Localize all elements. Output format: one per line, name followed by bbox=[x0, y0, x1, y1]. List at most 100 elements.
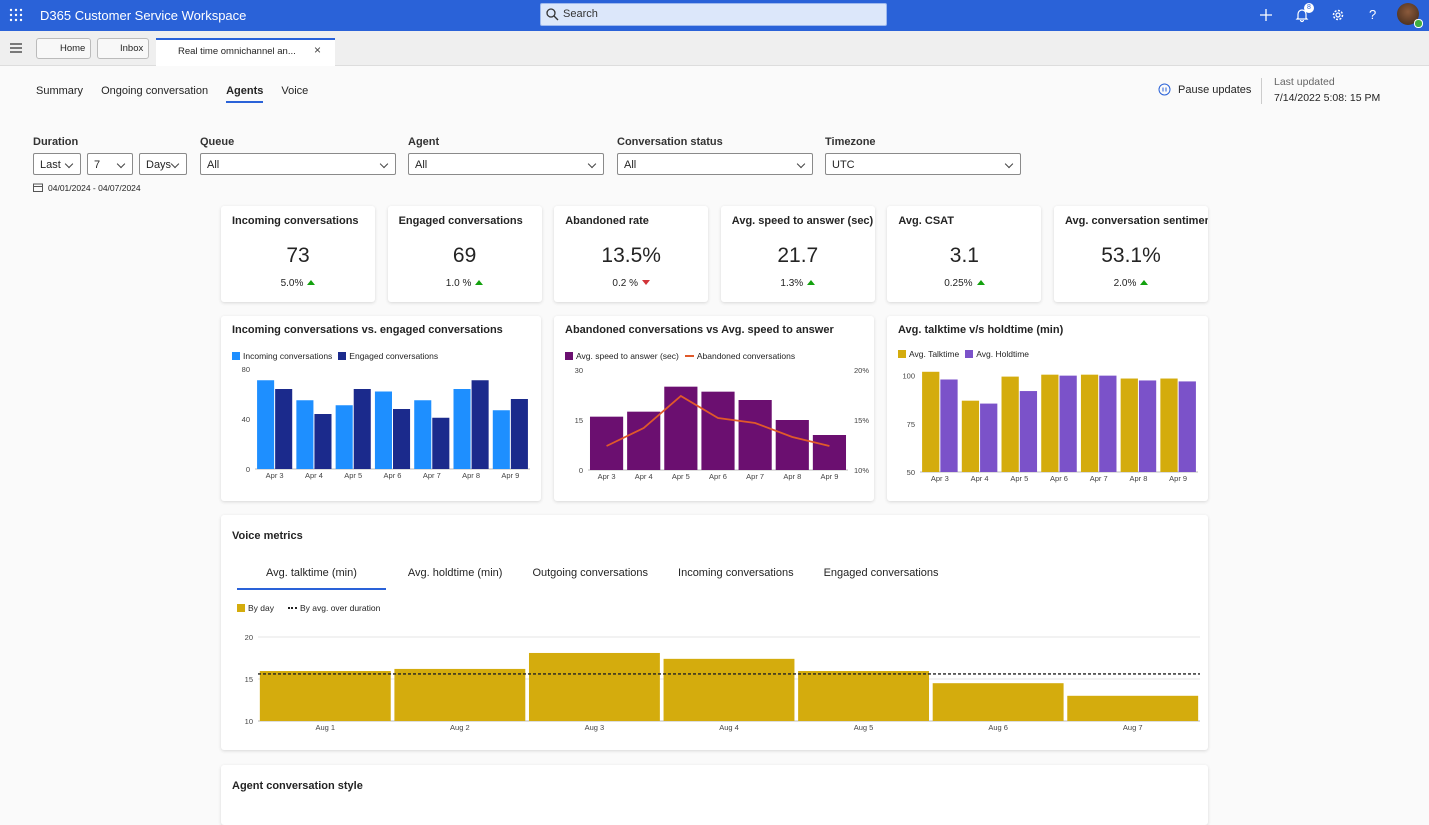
y-tick-label: 0 bbox=[246, 465, 250, 474]
duration-unit[interactable]: Days bbox=[139, 153, 187, 175]
inbox-tab-label: Inbox bbox=[120, 43, 144, 54]
legend-swatch bbox=[684, 355, 694, 357]
y-tick-label: 20 bbox=[245, 633, 253, 642]
legend-swatch bbox=[898, 350, 906, 358]
bar bbox=[627, 411, 661, 470]
legend-swatch bbox=[237, 604, 245, 612]
x-tick-label: Apr 8 bbox=[783, 472, 802, 481]
chart-title: Incoming conversations vs. engaged conve… bbox=[232, 324, 503, 336]
voice-tab[interactable]: Outgoing conversations bbox=[532, 567, 649, 579]
date-range: 04/01/2024 - 04/07/2024 bbox=[48, 183, 141, 193]
x-tick-label: Apr 9 bbox=[820, 472, 839, 481]
bar bbox=[314, 414, 332, 469]
trend-arrow bbox=[475, 279, 484, 285]
legend-label: Avg. Holdtime bbox=[976, 349, 1030, 359]
x-tick-label: Apr 4 bbox=[970, 474, 989, 483]
trend-arrow bbox=[641, 279, 650, 285]
filter-dropdown[interactable]: All bbox=[200, 153, 396, 175]
kpi-change: 0.25% bbox=[944, 278, 973, 289]
bar bbox=[1001, 376, 1019, 472]
pause-button[interactable]: Pause updates bbox=[1178, 84, 1252, 96]
nav-item[interactable]: Ongoing conversation bbox=[101, 85, 209, 97]
active-tab-label: Real time omnichannel an... bbox=[178, 46, 296, 57]
app-launcher[interactable] bbox=[9, 8, 23, 22]
legend-label: Avg. speed to answer (sec) bbox=[576, 351, 679, 361]
legend: Incoming conversations Engaged conversati… bbox=[232, 351, 438, 361]
agent-style-card: Agent conversation style bbox=[221, 765, 1208, 825]
pause-icon bbox=[1158, 83, 1171, 96]
legend-item: Incoming conversations bbox=[232, 351, 332, 361]
home-tab-label: Home bbox=[60, 43, 86, 54]
kpi-change-row: 5.0% bbox=[221, 278, 375, 289]
kpi-card: Incoming conversations 73 5.0% bbox=[221, 206, 375, 302]
voice-tab[interactable]: Incoming conversations bbox=[678, 567, 794, 579]
kpi-value: 69 bbox=[452, 244, 477, 267]
bar bbox=[394, 668, 526, 721]
settings-button[interactable] bbox=[1331, 8, 1345, 22]
y-tick-label: 15 bbox=[575, 416, 583, 425]
bar bbox=[589, 416, 624, 470]
y-tick-label: 80 bbox=[242, 365, 250, 374]
kpi-change: 0.2 % bbox=[612, 278, 638, 289]
bar bbox=[922, 371, 940, 472]
legend-label: Incoming conversations bbox=[243, 351, 333, 361]
inbox-tab[interactable] bbox=[97, 38, 149, 59]
y-tick-label: 30 bbox=[575, 366, 583, 375]
x-tick-label: Apr 4 bbox=[634, 472, 653, 481]
kpi-card: Abandoned rate 13.5% 0.2 % bbox=[554, 206, 709, 302]
add-button[interactable] bbox=[1259, 8, 1273, 22]
bar bbox=[275, 389, 293, 469]
kpi-title: Avg. conversation sentiment bbox=[1065, 215, 1208, 227]
active-tab[interactable] bbox=[156, 38, 335, 66]
close-tab[interactable]: × bbox=[314, 43, 322, 57]
x-tick-label: Aug 1 bbox=[315, 723, 336, 732]
trend-arrow bbox=[976, 279, 985, 285]
x-tick-label: Apr 3 bbox=[597, 472, 616, 481]
filter-dropdown[interactable]: All bbox=[408, 153, 604, 175]
y-tick-label: 50 bbox=[907, 468, 915, 477]
page: D365 Customer Service Workspace Search 8… bbox=[0, 0, 1429, 796]
home-tab[interactable] bbox=[36, 38, 91, 59]
chart-card: Avg. talktime v/s holdtime (min) 50 75 100 A… bbox=[887, 316, 1208, 501]
x-tick-label: Apr 8 bbox=[462, 471, 481, 480]
voice-tab[interactable]: Avg. holdtime (min) bbox=[407, 567, 503, 579]
legend-swatch bbox=[338, 352, 347, 360]
x-tick-label: Aug 6 bbox=[988, 723, 1008, 732]
legend-item: Avg. Talktime bbox=[898, 349, 959, 359]
x-tick-label: Apr 5 bbox=[344, 471, 363, 480]
kpi-title: Incoming conversations bbox=[232, 215, 359, 227]
kpi-change: 1.3% bbox=[780, 278, 804, 289]
avatar[interactable] bbox=[1397, 3, 1419, 25]
x-tick-label: Apr 5 bbox=[1010, 474, 1029, 483]
section-title: Agent conversation style bbox=[232, 780, 363, 792]
bar bbox=[1160, 378, 1178, 472]
bar bbox=[1178, 381, 1196, 472]
legend-label: Abandoned conversations bbox=[696, 351, 796, 361]
bar bbox=[353, 389, 371, 469]
x-tick-label: Apr 7 bbox=[746, 472, 765, 481]
bar bbox=[259, 671, 391, 721]
duration-mode[interactable]: Last bbox=[33, 153, 81, 175]
nav-item[interactable]: Summary bbox=[36, 85, 84, 97]
duration-count[interactable]: 7 bbox=[87, 153, 133, 175]
nav-item[interactable]: Agents bbox=[226, 85, 264, 103]
trend-arrow bbox=[1140, 279, 1149, 285]
filter-dropdown[interactable]: UTC bbox=[825, 153, 1021, 175]
search-box[interactable] bbox=[540, 3, 887, 26]
voice-tab[interactable]: Engaged conversations bbox=[823, 567, 939, 579]
voice-title: Voice metrics bbox=[232, 530, 303, 542]
last-updated-label: Last updated bbox=[1274, 76, 1335, 88]
legend-item: Avg. Holdtime bbox=[965, 349, 1029, 359]
nav-item[interactable]: Voice bbox=[281, 85, 309, 97]
voice-tab[interactable]: Avg. talktime (min) bbox=[237, 567, 386, 590]
y-tick-label: 40 bbox=[242, 415, 250, 424]
y-tick-label: 15 bbox=[245, 675, 253, 684]
help-button[interactable]: ? bbox=[1369, 7, 1377, 22]
legend-item: Engaged conversations bbox=[338, 351, 438, 361]
bar bbox=[812, 435, 847, 470]
kpi-change: 2.0% bbox=[1113, 278, 1137, 289]
kpi-title: Engaged conversations bbox=[398, 215, 523, 227]
filter-dropdown[interactable]: All bbox=[617, 153, 813, 175]
chart: 0 40 80 bbox=[242, 365, 530, 474]
menu-button[interactable] bbox=[10, 43, 22, 53]
